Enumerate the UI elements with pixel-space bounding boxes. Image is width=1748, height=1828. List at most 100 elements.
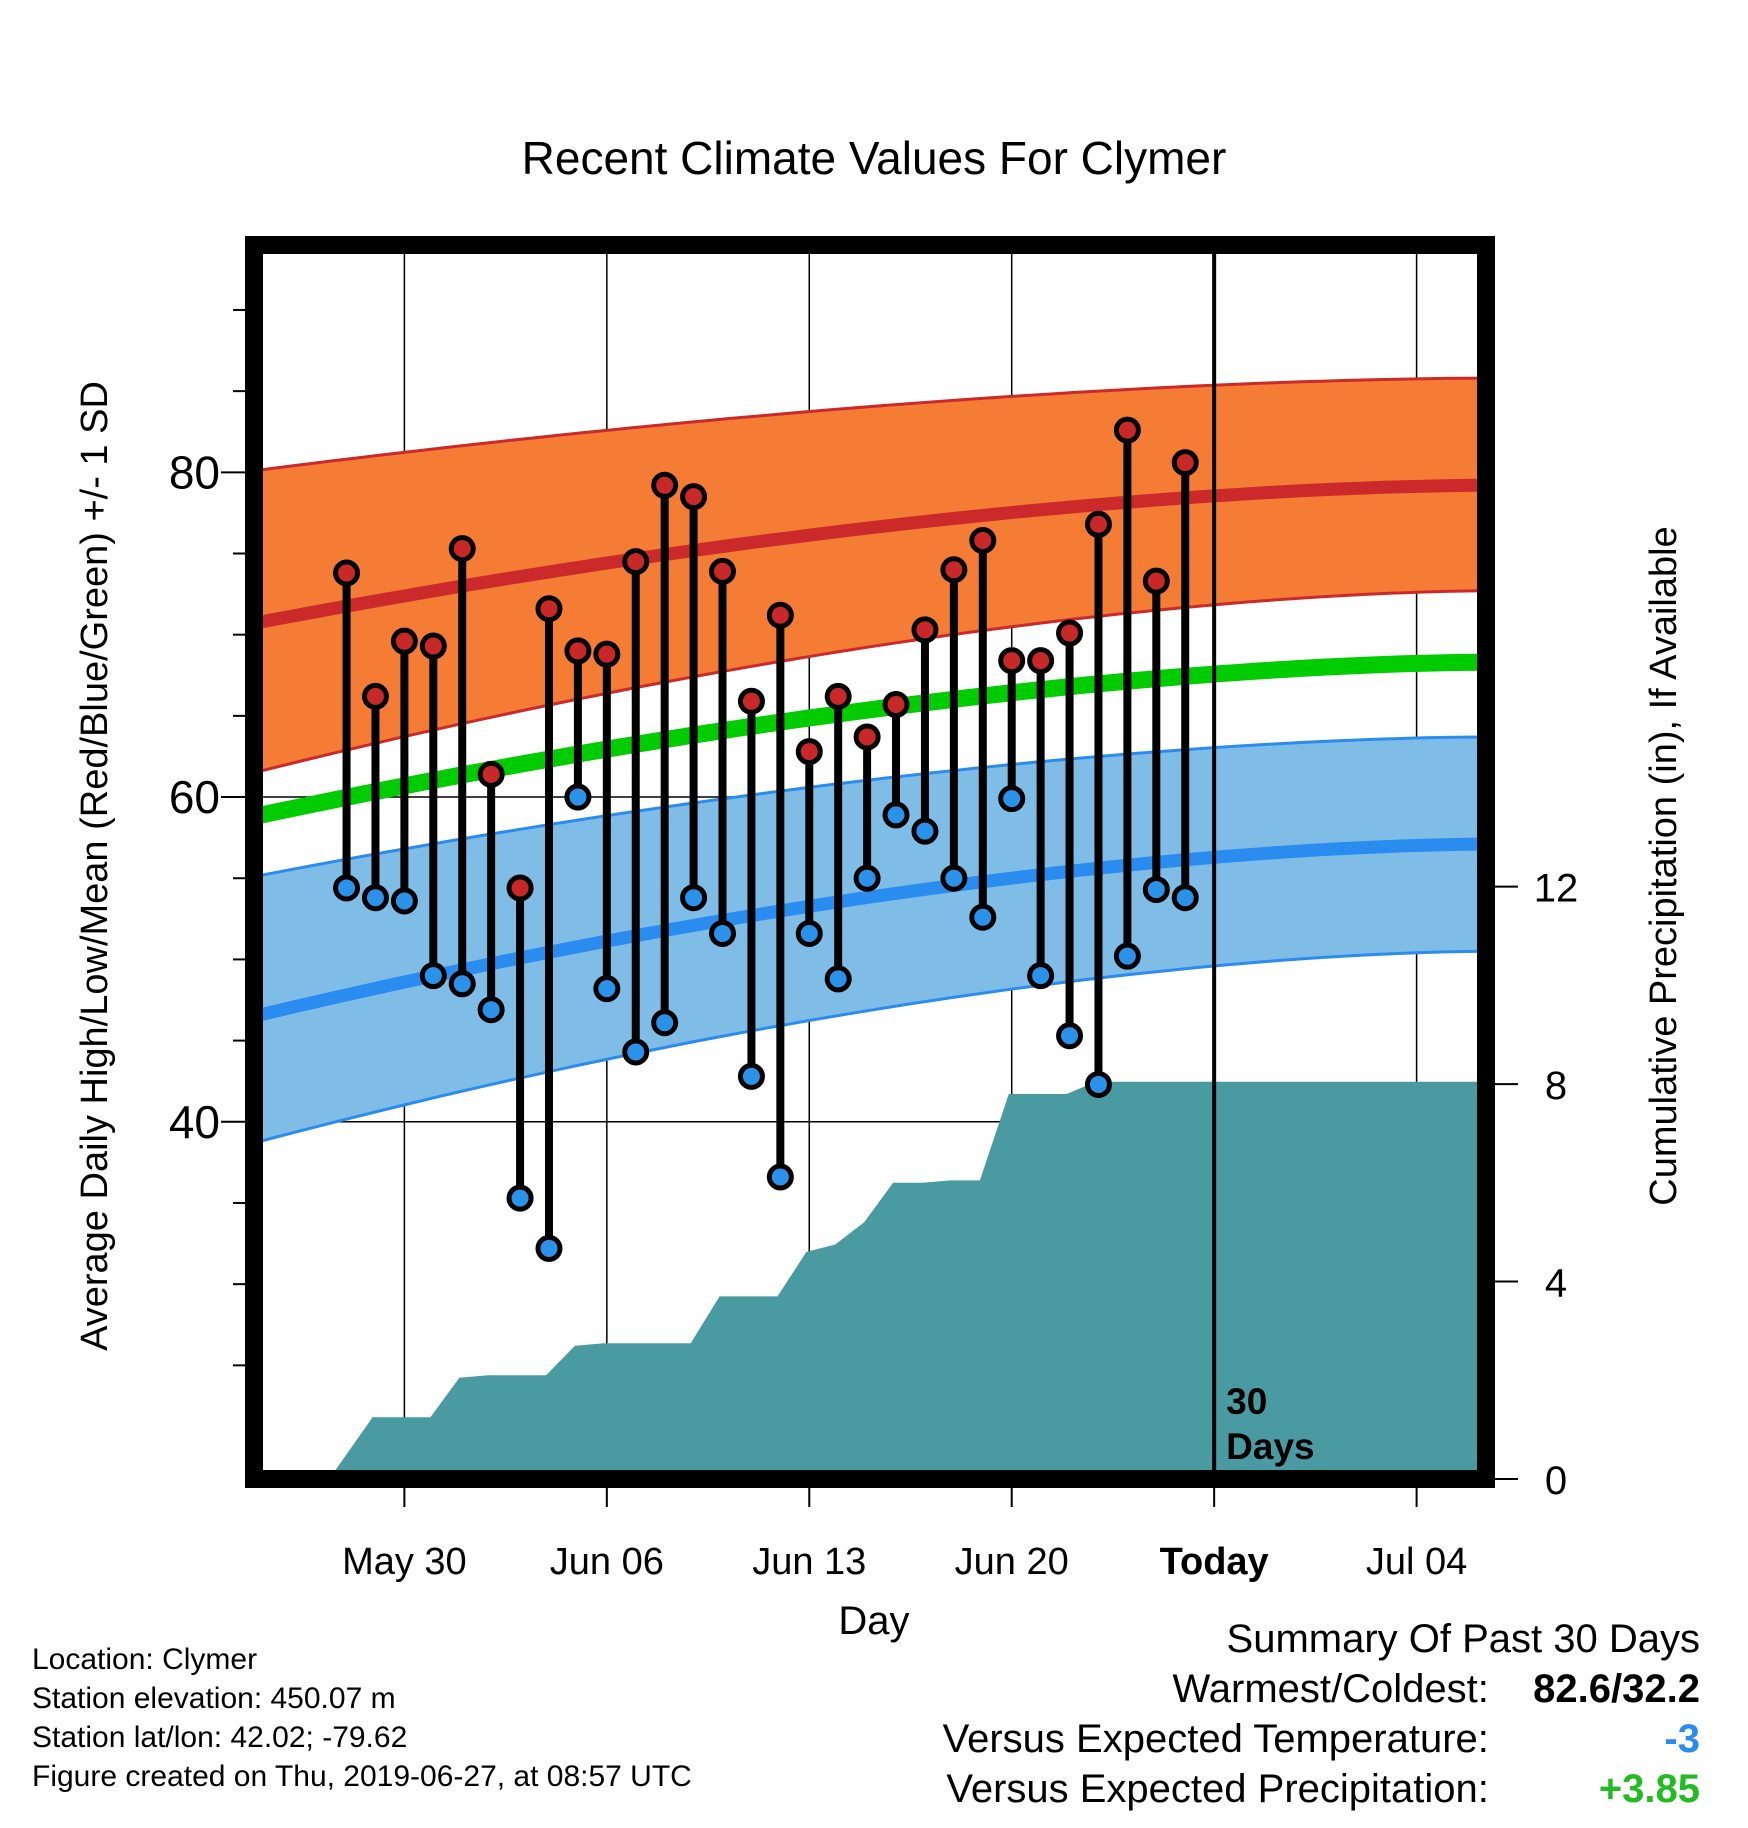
warm-cold-label: Warmest/Coldest: [1172, 1667, 1489, 1711]
high-marker [651, 471, 679, 499]
high-marker [477, 760, 505, 788]
high-marker [1084, 510, 1112, 538]
summary-panel: Summary Of Past 30 Days Warmest/Coldest:… [943, 1614, 1700, 1814]
low-marker [766, 1163, 794, 1191]
y-axis-label: Average Daily High/Low/Mean (Red/Blue/Gr… [74, 381, 116, 1351]
high-sd-band [254, 378, 1486, 773]
low-marker [911, 817, 939, 845]
low-marker [882, 801, 910, 829]
low-marker [390, 887, 418, 915]
plot-frame [245, 236, 1495, 1488]
location-text: Location: Clymer [32, 1643, 258, 1676]
high-marker [998, 647, 1026, 675]
temp-label: Versus Expected Temperature: [942, 1717, 1489, 1761]
latlon-text: Station lat/lon: 42.02; -79.62 [32, 1721, 408, 1754]
high-marker [1027, 647, 1055, 675]
y2-tick-label: 0 [1545, 1459, 1567, 1503]
low-marker [1056, 1022, 1084, 1050]
x-tick-label: May 30 [342, 1541, 467, 1583]
today-marker-label: Days [1226, 1426, 1314, 1467]
created-text: Figure created on Thu, 2019-06-27, at 08… [32, 1760, 692, 1793]
warm-cold-row: Warmest/Coldest: 82.6/32.2 [943, 1664, 1701, 1714]
low-marker [506, 1184, 534, 1212]
y2-tick-label: 8 [1545, 1064, 1567, 1108]
high-marker [506, 874, 534, 902]
y2-axis-label: Cumulative Precipitation (in), If Availa… [1643, 526, 1685, 1205]
low-marker [622, 1038, 650, 1066]
high-marker [1113, 416, 1141, 444]
low-marker [795, 919, 823, 947]
high-marker [795, 738, 823, 766]
daily-bars [333, 416, 1199, 1262]
high-marker [911, 616, 939, 644]
warm-cold-value: 82.6/32.2 [1533, 1667, 1700, 1711]
high-marker [680, 483, 708, 511]
precip-value: +3.85 [1598, 1767, 1700, 1811]
low-sd-band [254, 737, 1486, 1143]
high-marker [535, 595, 563, 623]
temp-row: Versus Expected Temperature: -3 [943, 1714, 1700, 1764]
y2-tick-label: 12 [1534, 867, 1579, 911]
low-marker [853, 864, 881, 892]
high-marker [1142, 567, 1170, 595]
high-marker [737, 687, 765, 715]
low-marker [998, 785, 1026, 813]
high-marker [1056, 619, 1084, 647]
low-marker [448, 970, 476, 998]
y2-tick-label: 4 [1545, 1262, 1567, 1306]
y-tick-label: 60 [169, 771, 220, 823]
high-marker [766, 601, 794, 629]
low-marker [651, 1009, 679, 1037]
x-axis-label: Day [838, 1599, 909, 1643]
high-marker [940, 556, 968, 584]
high-marker [333, 559, 361, 587]
low-marker [969, 903, 997, 931]
low-marker [824, 965, 852, 993]
x-tick-label: Jun 13 [752, 1541, 866, 1583]
y-tick-label: 40 [169, 1096, 220, 1148]
cumulative-precip-area [329, 1081, 1487, 1479]
low-marker [564, 783, 592, 811]
low-minus-sd-line [253, 949, 1487, 1145]
x-tick-label: Jun 20 [955, 1541, 1069, 1583]
temp-value: -3 [1664, 1717, 1700, 1761]
low-marker [737, 1062, 765, 1090]
low-marker [1171, 884, 1199, 912]
high-marker [361, 682, 389, 710]
low-marker [1084, 1070, 1112, 1098]
y-axis-ticks: 40 60 80 [169, 308, 245, 1367]
high-marker [882, 691, 910, 719]
high-marker [824, 682, 852, 710]
high-marker [1171, 449, 1199, 477]
summary-heading: Summary Of Past 30 Days [1226, 1617, 1700, 1661]
high-marker [390, 627, 418, 655]
low-marker [1113, 942, 1141, 970]
low-marker [1142, 876, 1170, 904]
low-marker [419, 962, 447, 990]
high-marker [969, 527, 997, 555]
high-marker [593, 640, 621, 668]
low-marker [709, 919, 737, 947]
low-marker [940, 864, 968, 892]
low-marker [1027, 962, 1055, 990]
precip-row: Versus Expected Precipitation: +3.85 [943, 1764, 1700, 1814]
y-tick-label: 80 [169, 446, 220, 498]
elevation-text: Station elevation: 450.07 m [32, 1682, 396, 1715]
x-axis-ticks: May 30 Jun 06 Jun 13 Jun 20 Today Jul 04 [342, 1488, 1467, 1583]
high-marker [564, 637, 592, 665]
low-marker [680, 884, 708, 912]
high-marker [419, 632, 447, 660]
low-marker [361, 884, 389, 912]
high-marker [448, 535, 476, 563]
high-marker [622, 548, 650, 576]
y2-axis-ticks: 0 4 8 12 [1495, 867, 1578, 1503]
chart-title: Recent Climate Values For Clymer [522, 132, 1227, 184]
high-marker [709, 557, 737, 585]
precip-label: Versus Expected Precipitation: [946, 1767, 1489, 1811]
x-tick-label: Jun 06 [550, 1541, 664, 1583]
high-marker [853, 723, 881, 751]
today-marker-label: 30 [1226, 1381, 1267, 1422]
low-marker [535, 1234, 563, 1262]
